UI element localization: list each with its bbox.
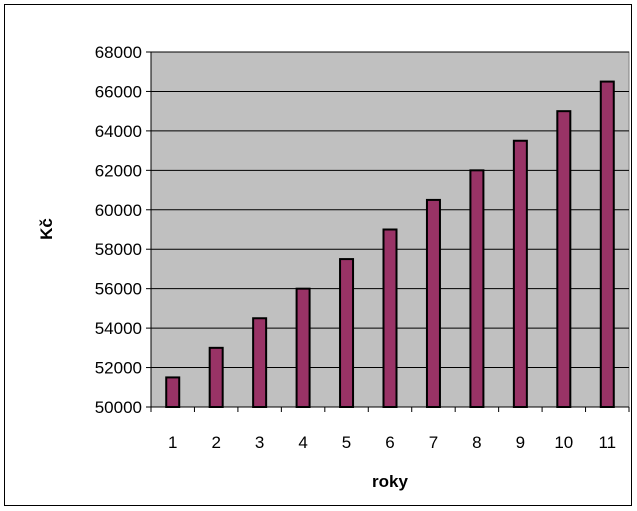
- x-axis-tick-labels: 1 2 3 4 5 6 7 8 9 10 11: [150, 407, 630, 452]
- x-tick-label: 11: [598, 433, 616, 452]
- x-tick-label: 4: [298, 433, 307, 452]
- x-tick-label: 10: [554, 433, 573, 452]
- x-tick-label: 9: [516, 433, 525, 452]
- y-axis-title: Kč: [37, 218, 56, 240]
- bar: [556, 110, 572, 409]
- x-axis-title: roky: [372, 472, 408, 491]
- x-tick-label: 3: [255, 433, 264, 452]
- y-tick-label: 58000: [95, 240, 142, 259]
- x-tick-label: 6: [385, 433, 394, 452]
- bar: [382, 228, 398, 408]
- x-tick-label: 5: [342, 433, 351, 452]
- x-tick-label: 8: [472, 433, 481, 452]
- bar: [512, 139, 528, 408]
- bar: [469, 169, 485, 408]
- y-tick-label: 60000: [95, 201, 142, 220]
- y-tick-label: 56000: [95, 280, 142, 299]
- y-tick-label: 54000: [95, 319, 142, 338]
- y-tick-label: 64000: [95, 122, 142, 141]
- bar: [599, 80, 615, 408]
- bar: [425, 198, 441, 408]
- x-tick-label: 2: [211, 433, 220, 452]
- bar: [208, 346, 224, 409]
- bar: [295, 287, 311, 408]
- y-tick-label: 52000: [95, 359, 142, 378]
- x-tick-label: 1: [168, 433, 177, 452]
- y-tick-label: 66000: [95, 82, 142, 101]
- bar: [339, 258, 355, 409]
- y-tick-label: 50000: [95, 398, 142, 417]
- y-tick-label: 62000: [95, 161, 142, 180]
- bar: [252, 317, 268, 408]
- x-tick-label: 7: [429, 433, 438, 452]
- y-tick-label: 68000: [95, 43, 142, 62]
- y-axis-tick-labels: 50000 52000 54000 56000 58000 60000 62000 64000…: [95, 43, 151, 417]
- bar: [165, 376, 181, 408]
